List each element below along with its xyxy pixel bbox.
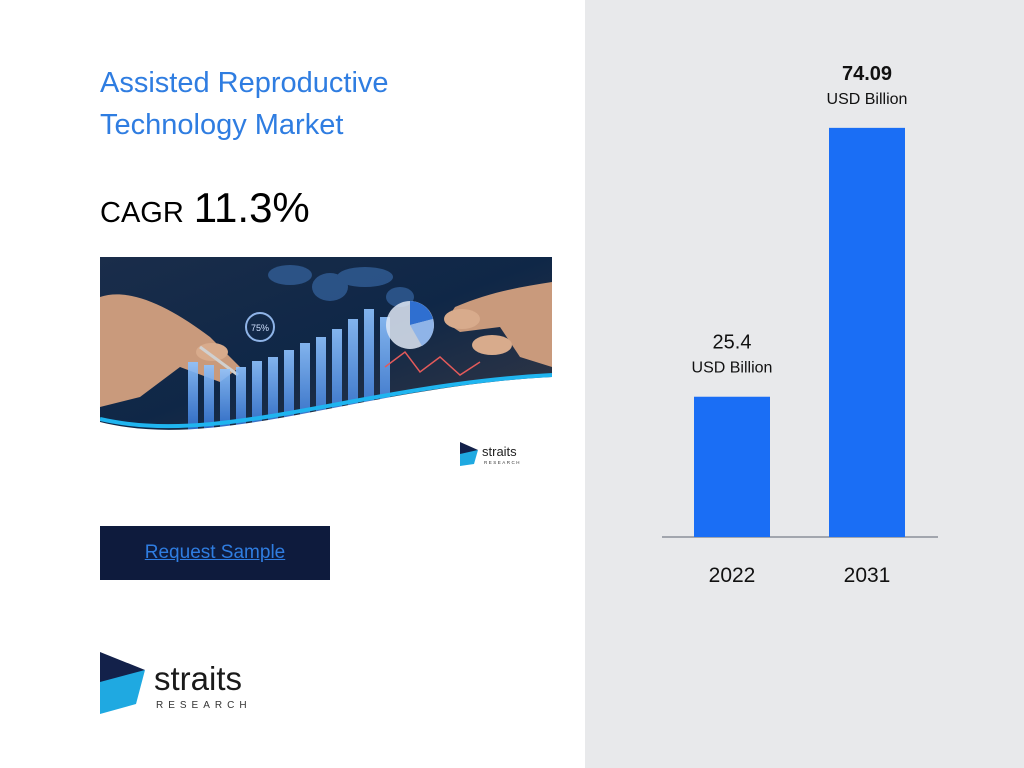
tick-label-2022: 2022 [709, 564, 756, 587]
hero-logo-name: straits [482, 444, 517, 459]
logo-arrow-cyan [100, 670, 145, 714]
unit-label-2031: USD Billion [827, 91, 908, 108]
market-size-chart: 25.4 USD Billion 2022 74.09 USD Billion 2031 [662, 63, 938, 587]
right-panel [585, 0, 1024, 768]
hero-illustration: 75% [100, 257, 552, 437]
cagr-label: CAGR [100, 197, 184, 229]
straits-research-logo: straits RESEARCH [100, 652, 270, 716]
bar-2022 [694, 396, 770, 537]
title-line-2: Technology Market [100, 109, 344, 141]
request-sample-button[interactable]: Request Sample [100, 526, 330, 580]
title-line-1: Assisted Reproductive [100, 67, 389, 99]
page-title: Assisted Reproductive Technology Market [100, 62, 520, 146]
logo-sub: RESEARCH [156, 700, 252, 711]
value-label-2022: 25.4 [713, 332, 752, 354]
unit-label-2022: USD Billion [692, 360, 773, 377]
hero-straits-logo: straits RESEARCH [460, 440, 540, 470]
hero-image: 75% [100, 257, 552, 437]
cagr-block: CAGR 11.3% [100, 184, 310, 232]
hero-badge-text: 75% [251, 323, 269, 333]
value-label-2031: 74.09 [842, 63, 892, 85]
tick-label-2031: 2031 [844, 564, 891, 587]
cagr-value: 11.3% [193, 184, 310, 231]
logo-name: straits [154, 660, 242, 697]
bar-2031 [829, 127, 905, 538]
hero-logo-sub: RESEARCH [484, 460, 521, 465]
